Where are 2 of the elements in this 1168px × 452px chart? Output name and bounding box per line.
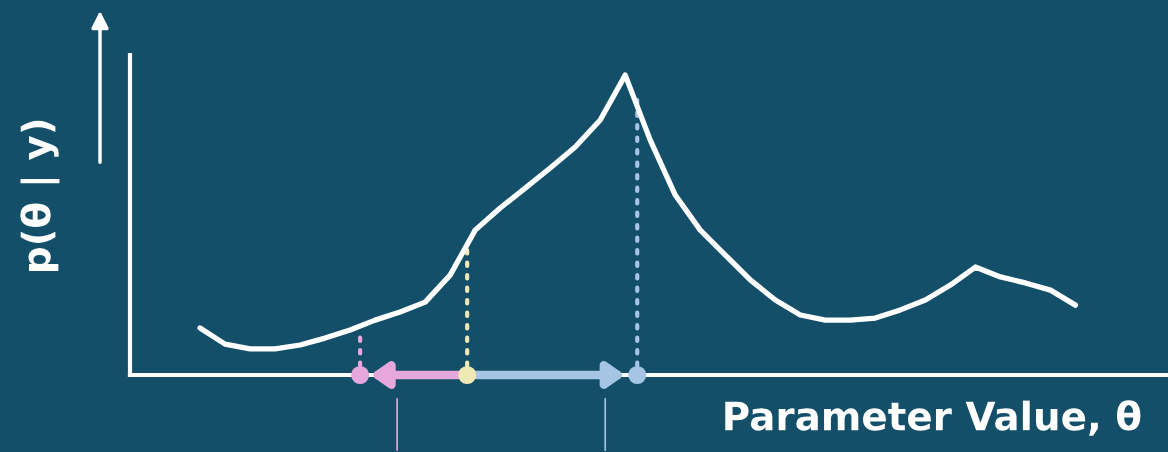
x-axis-title: Parameter Value, θ bbox=[725, 400, 1141, 436]
y-axis-title: p(θ | y) bbox=[20, 120, 60, 271]
